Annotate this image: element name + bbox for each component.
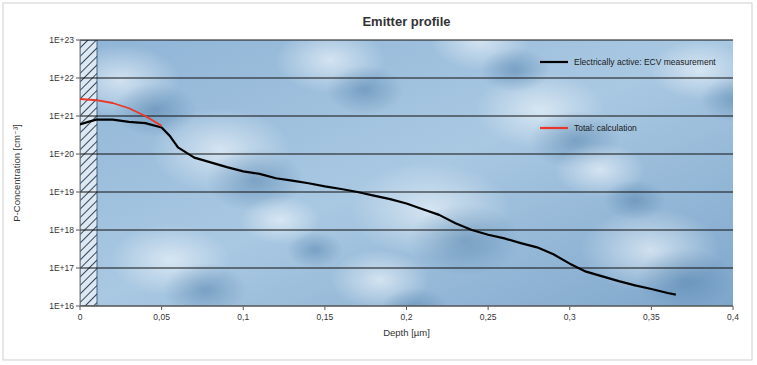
legend-label: Total: calculation <box>574 123 637 133</box>
tick <box>406 306 407 310</box>
x-axis <box>80 306 733 307</box>
texture <box>380 288 450 307</box>
tick <box>76 78 80 79</box>
series-line <box>80 120 676 295</box>
tick <box>76 268 80 269</box>
tick-label: 1E+19 <box>49 187 74 197</box>
tick-label: 0 <box>78 312 83 322</box>
tick <box>733 306 734 310</box>
tick <box>76 230 80 231</box>
grid-line <box>80 154 733 155</box>
y-axis-label: P-Concentration [cm⁻³] <box>11 124 22 221</box>
tick-label: 0,35 <box>643 312 660 322</box>
grid-line <box>80 116 733 117</box>
grid-line <box>80 230 733 231</box>
tick-label: 0,15 <box>317 312 334 322</box>
series-group <box>80 99 676 295</box>
texture <box>287 232 343 268</box>
tick-label: 1E+23 <box>49 35 74 45</box>
frame <box>3 3 752 360</box>
tick <box>488 306 489 310</box>
tick <box>76 40 80 41</box>
tick-label: 1E+22 <box>49 73 74 83</box>
legend-swatch <box>540 61 568 63</box>
tick <box>243 306 244 310</box>
chart: 1E+16 1E+17 1E+18 1E+19 1E+20 1E+21 1E+22 1E+23… <box>0 0 757 365</box>
texture <box>409 204 521 276</box>
grid-line <box>80 78 733 79</box>
tick-label: 0,3 <box>564 312 576 322</box>
texture <box>604 180 667 221</box>
grid-line <box>80 40 733 41</box>
tick <box>324 306 325 310</box>
texture <box>163 263 247 306</box>
tick-label: 0,25 <box>480 312 497 322</box>
tick <box>80 306 81 310</box>
tick-label: 1E+20 <box>49 149 74 159</box>
tick-label: 0,2 <box>401 312 413 322</box>
tick <box>76 192 80 193</box>
tick <box>76 306 80 307</box>
tick <box>76 154 80 155</box>
tick <box>569 306 570 310</box>
series-line <box>80 99 162 126</box>
title: Emitter profile <box>362 14 450 29</box>
tick-label: 1E+21 <box>49 111 74 121</box>
tick-label: 0,05 <box>153 312 170 322</box>
texture <box>636 249 733 307</box>
tick-label: 0,1 <box>237 312 249 322</box>
tick <box>161 306 162 310</box>
tick-label: 1E+18 <box>49 225 74 235</box>
legend-swatch <box>540 127 568 129</box>
tick <box>651 306 652 310</box>
tick-label: 1E+17 <box>49 263 74 273</box>
x-axis-label: Depth [µm] <box>383 327 430 338</box>
texture <box>327 65 404 115</box>
y-axis <box>80 40 81 306</box>
tick-label: 0,4 <box>727 312 739 322</box>
grid-line <box>80 192 733 193</box>
plot-background <box>80 40 733 306</box>
tick-label: 1E+16 <box>49 301 74 311</box>
grid-line <box>80 268 733 269</box>
tick <box>76 116 80 117</box>
legend-label: Electrically active: ECV measurement <box>574 57 716 67</box>
texture <box>480 48 550 93</box>
surface-layer <box>80 40 97 306</box>
grid-line <box>80 306 733 307</box>
